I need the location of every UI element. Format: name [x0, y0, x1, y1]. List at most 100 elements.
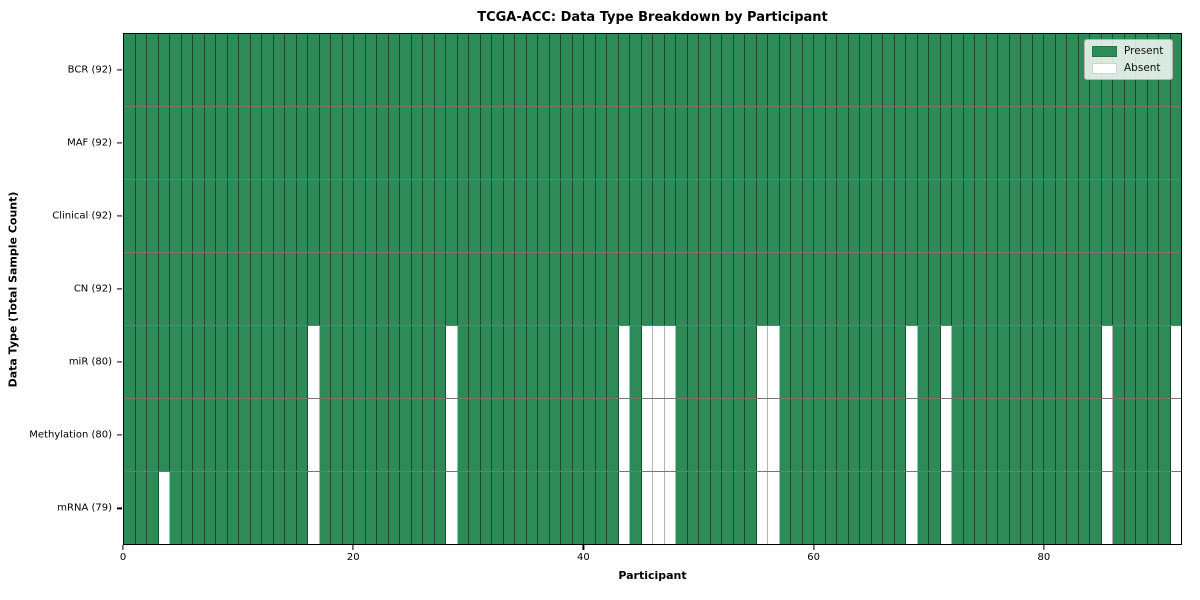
heatmap-cell [319, 253, 331, 325]
heatmap-cell [917, 107, 929, 179]
heatmap-cell [446, 107, 458, 179]
heatmap-cell [699, 326, 711, 398]
heatmap-cell [653, 107, 665, 179]
heatmap-cell [986, 34, 998, 106]
heatmap-cell [1170, 472, 1181, 544]
heatmap-cell [825, 472, 837, 544]
heatmap-cell [1044, 326, 1056, 398]
legend-label-absent: Absent [1124, 62, 1161, 74]
heatmap-cell [354, 107, 366, 179]
heatmap-cell [250, 399, 262, 471]
heatmap-cell [963, 472, 975, 544]
heatmap-cell [423, 253, 435, 325]
heatmap-cell [745, 326, 757, 398]
heatmap-cell [480, 180, 492, 252]
heatmap-cell [1009, 180, 1021, 252]
heatmap-cell [446, 253, 458, 325]
heatmap-cell [1113, 399, 1125, 471]
heatmap-cell [883, 253, 895, 325]
heatmap-cell [124, 472, 136, 544]
heatmap-cell [664, 34, 676, 106]
heatmap-cell [986, 399, 998, 471]
heatmap-cell [1159, 399, 1171, 471]
heatmap-cell [204, 180, 216, 252]
heatmap-cell [135, 253, 147, 325]
heatmap-cell [1055, 34, 1067, 106]
heatmap-cell [630, 399, 642, 471]
heatmap-cell [1147, 253, 1159, 325]
heatmap-cell [894, 34, 906, 106]
heatmap-cell [170, 399, 182, 471]
heatmap-cell [239, 107, 251, 179]
heatmap-cell [342, 399, 354, 471]
ytick-label-Clinical: Clinical (92) [52, 210, 112, 222]
ytick-label-mRNA: mRNA (79) [57, 502, 112, 514]
heatmap-cell [871, 34, 883, 106]
heatmap-cell [756, 253, 768, 325]
heatmap-cell [158, 253, 170, 325]
heatmap-cell [584, 326, 596, 398]
heatmap-cell [860, 34, 872, 106]
heatmap-cell [296, 326, 308, 398]
heatmap-cell [515, 180, 527, 252]
heatmap-cell [193, 34, 205, 106]
heatmap-cell [1055, 326, 1067, 398]
heatmap-cell [572, 107, 584, 179]
heatmap-cell [503, 253, 515, 325]
heatmap-cell [917, 180, 929, 252]
heatmap-cell [181, 253, 193, 325]
heatmap-cell [538, 472, 550, 544]
heatmap-cell [262, 107, 274, 179]
heatmap-cell [124, 253, 136, 325]
heatmap-cell [607, 399, 619, 471]
heatmap-cell [331, 34, 343, 106]
heatmap-cell [699, 253, 711, 325]
heatmap-cell [1159, 253, 1171, 325]
heatmap-cell [457, 253, 469, 325]
heatmap-cell [998, 180, 1010, 252]
legend-item-present: Present [1092, 45, 1163, 57]
heatmap-cell [1136, 253, 1148, 325]
heatmap-cell [779, 34, 791, 106]
heatmap-cell [1113, 326, 1125, 398]
heatmap-row-CN [124, 252, 1181, 325]
heatmap-cell [1090, 253, 1102, 325]
heatmap-cell [710, 253, 722, 325]
heatmap-cell [538, 253, 550, 325]
heatmap-cell [457, 326, 469, 398]
heatmap-cell [227, 472, 239, 544]
heatmap-cell [676, 34, 688, 106]
heatmap-cell [825, 326, 837, 398]
heatmap-cell [1067, 472, 1079, 544]
heatmap-cell [699, 399, 711, 471]
heatmap-cell [572, 180, 584, 252]
heatmap-cell [1170, 180, 1181, 252]
heatmap-cell [1170, 326, 1181, 398]
heatmap-cell [630, 180, 642, 252]
heatmap-cell [860, 472, 872, 544]
heatmap-cell [814, 107, 826, 179]
heatmap-cell [963, 326, 975, 398]
heatmap-cell [906, 107, 918, 179]
heatmap-cell [871, 180, 883, 252]
heatmap-cell [630, 253, 642, 325]
heatmap-cell [733, 107, 745, 179]
heatmap-cell [526, 34, 538, 106]
heatmap-cell [733, 253, 745, 325]
heatmap-cell [193, 107, 205, 179]
heatmap-cell [768, 253, 780, 325]
heatmap-cell [377, 399, 389, 471]
heatmap-cell [124, 399, 136, 471]
heatmap-cell [561, 472, 573, 544]
heatmap-cell [848, 399, 860, 471]
heatmap-cell [515, 472, 527, 544]
heatmap-cell [250, 107, 262, 179]
heatmap-row-Clinical [124, 179, 1181, 252]
heatmap-cell [538, 34, 550, 106]
heatmap-cell [170, 472, 182, 544]
ytick-mark [117, 142, 122, 144]
heatmap-cell [894, 180, 906, 252]
heatmap-cell [515, 399, 527, 471]
heatmap-cell [1124, 180, 1136, 252]
heatmap-cell [791, 399, 803, 471]
